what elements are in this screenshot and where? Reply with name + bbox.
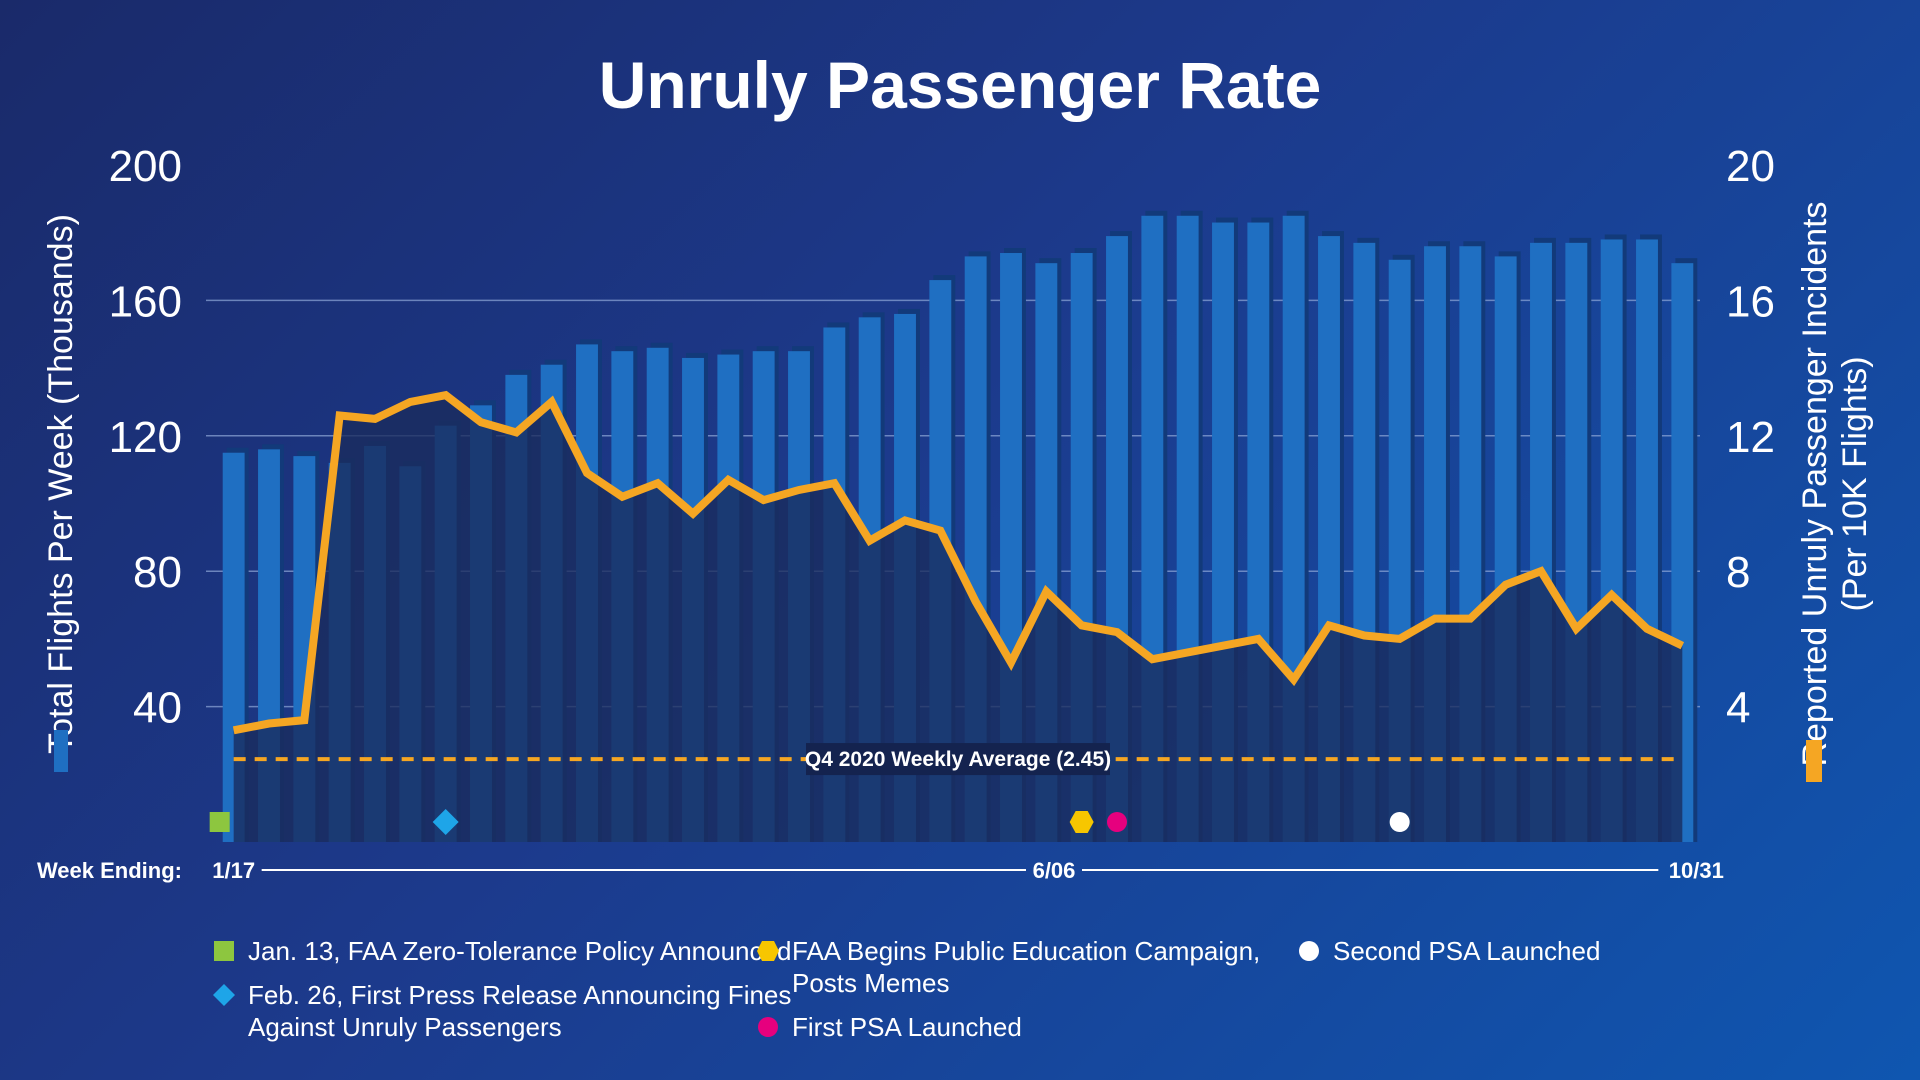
right-axis-label-line2: (Per 10K Flights) [1836, 356, 1874, 611]
event-marker-hexagon [1069, 811, 1094, 833]
incident-area [233, 395, 1683, 842]
incident-shaded-area [233, 395, 1683, 842]
magenta-circle-icon [756, 1015, 780, 1039]
right-axis-legend-swatch [1806, 740, 1822, 782]
right-tick-label: 16 [1726, 277, 1775, 326]
legend-item-second-psa: Second PSA Launched [1297, 935, 1600, 967]
yellow-hexagon-icon [756, 939, 780, 963]
left-axis-label: Total Flights Per Week (Thousands) [42, 214, 80, 754]
week-ending-label: Week Ending: [37, 858, 182, 883]
left-tick-label: 40 [133, 684, 182, 733]
average-label-background [806, 743, 1110, 776]
left-tick-label: 120 [109, 413, 182, 462]
event-markers [209, 809, 1410, 835]
legend-label-first-press-release: Feb. 26, First Press Release Announcing … [248, 980, 792, 1042]
average-label: Q4 2020 Weekly Average (2.45) [805, 748, 1111, 771]
left-tick-label: 80 [133, 548, 182, 597]
event-marker-circle [1107, 812, 1127, 832]
left-axis-legend-swatch [54, 730, 68, 772]
event-marker-diamond [432, 809, 459, 835]
right-tick-label: 8 [1726, 548, 1750, 597]
left-tick-label: 200 [109, 142, 182, 191]
legend-label-first-psa: First PSA Launched [792, 1012, 1022, 1042]
incident-rate-line [232, 390, 1685, 735]
x-end-label: 10/31 [1669, 858, 1724, 883]
legend-item-first-psa: First PSA Launched [756, 1011, 1022, 1043]
legend-label-education-campaign: FAA Begins Public Education Campaign, Po… [792, 936, 1261, 998]
green-square-icon [212, 939, 236, 963]
event-marker-square [209, 812, 230, 832]
event-marker-circle [1389, 812, 1410, 832]
right-axis-label-line1: Reported Unruly Passenger Incidents [1796, 201, 1834, 766]
right-tick-label: 12 [1726, 413, 1775, 462]
white-circle-icon [1297, 939, 1321, 963]
chart-title: Unruly Passenger Rate [599, 48, 1322, 122]
legend-item-education-campaign: FAA Begins Public Education Campaign, Po… [756, 935, 1260, 999]
event-legend: Jan. 13, FAA Zero-Tolerance Policy Annou… [200, 925, 1700, 1065]
right-tick-label: 20 [1726, 142, 1775, 191]
right-tick-label: 4 [1726, 684, 1750, 733]
x-mid-label: 6/06 [1033, 858, 1076, 883]
legend-item-first-press-release: Feb. 26, First Press Release Announcing … [212, 979, 791, 1043]
legend-item-zero-tolerance: Jan. 13, FAA Zero-Tolerance Policy Annou… [212, 935, 791, 967]
axes: 40 80 120 160 200 4 8 12 16 20 [109, 142, 1775, 871]
incident-line-path [232, 390, 1685, 735]
legend-label-second-psa: Second PSA Launched [1333, 936, 1601, 966]
unruly-passenger-chart: Unruly Passenger Rate 40 80 120 160 200 4 8 12 1… [37, 48, 1874, 883]
x-start-label: 1/17 [212, 858, 255, 883]
legend-label-zero-tolerance: Jan. 13, FAA Zero-Tolerance Policy Annou… [248, 936, 792, 966]
left-tick-label: 160 [109, 277, 182, 326]
blue-diamond-icon [212, 983, 236, 1007]
